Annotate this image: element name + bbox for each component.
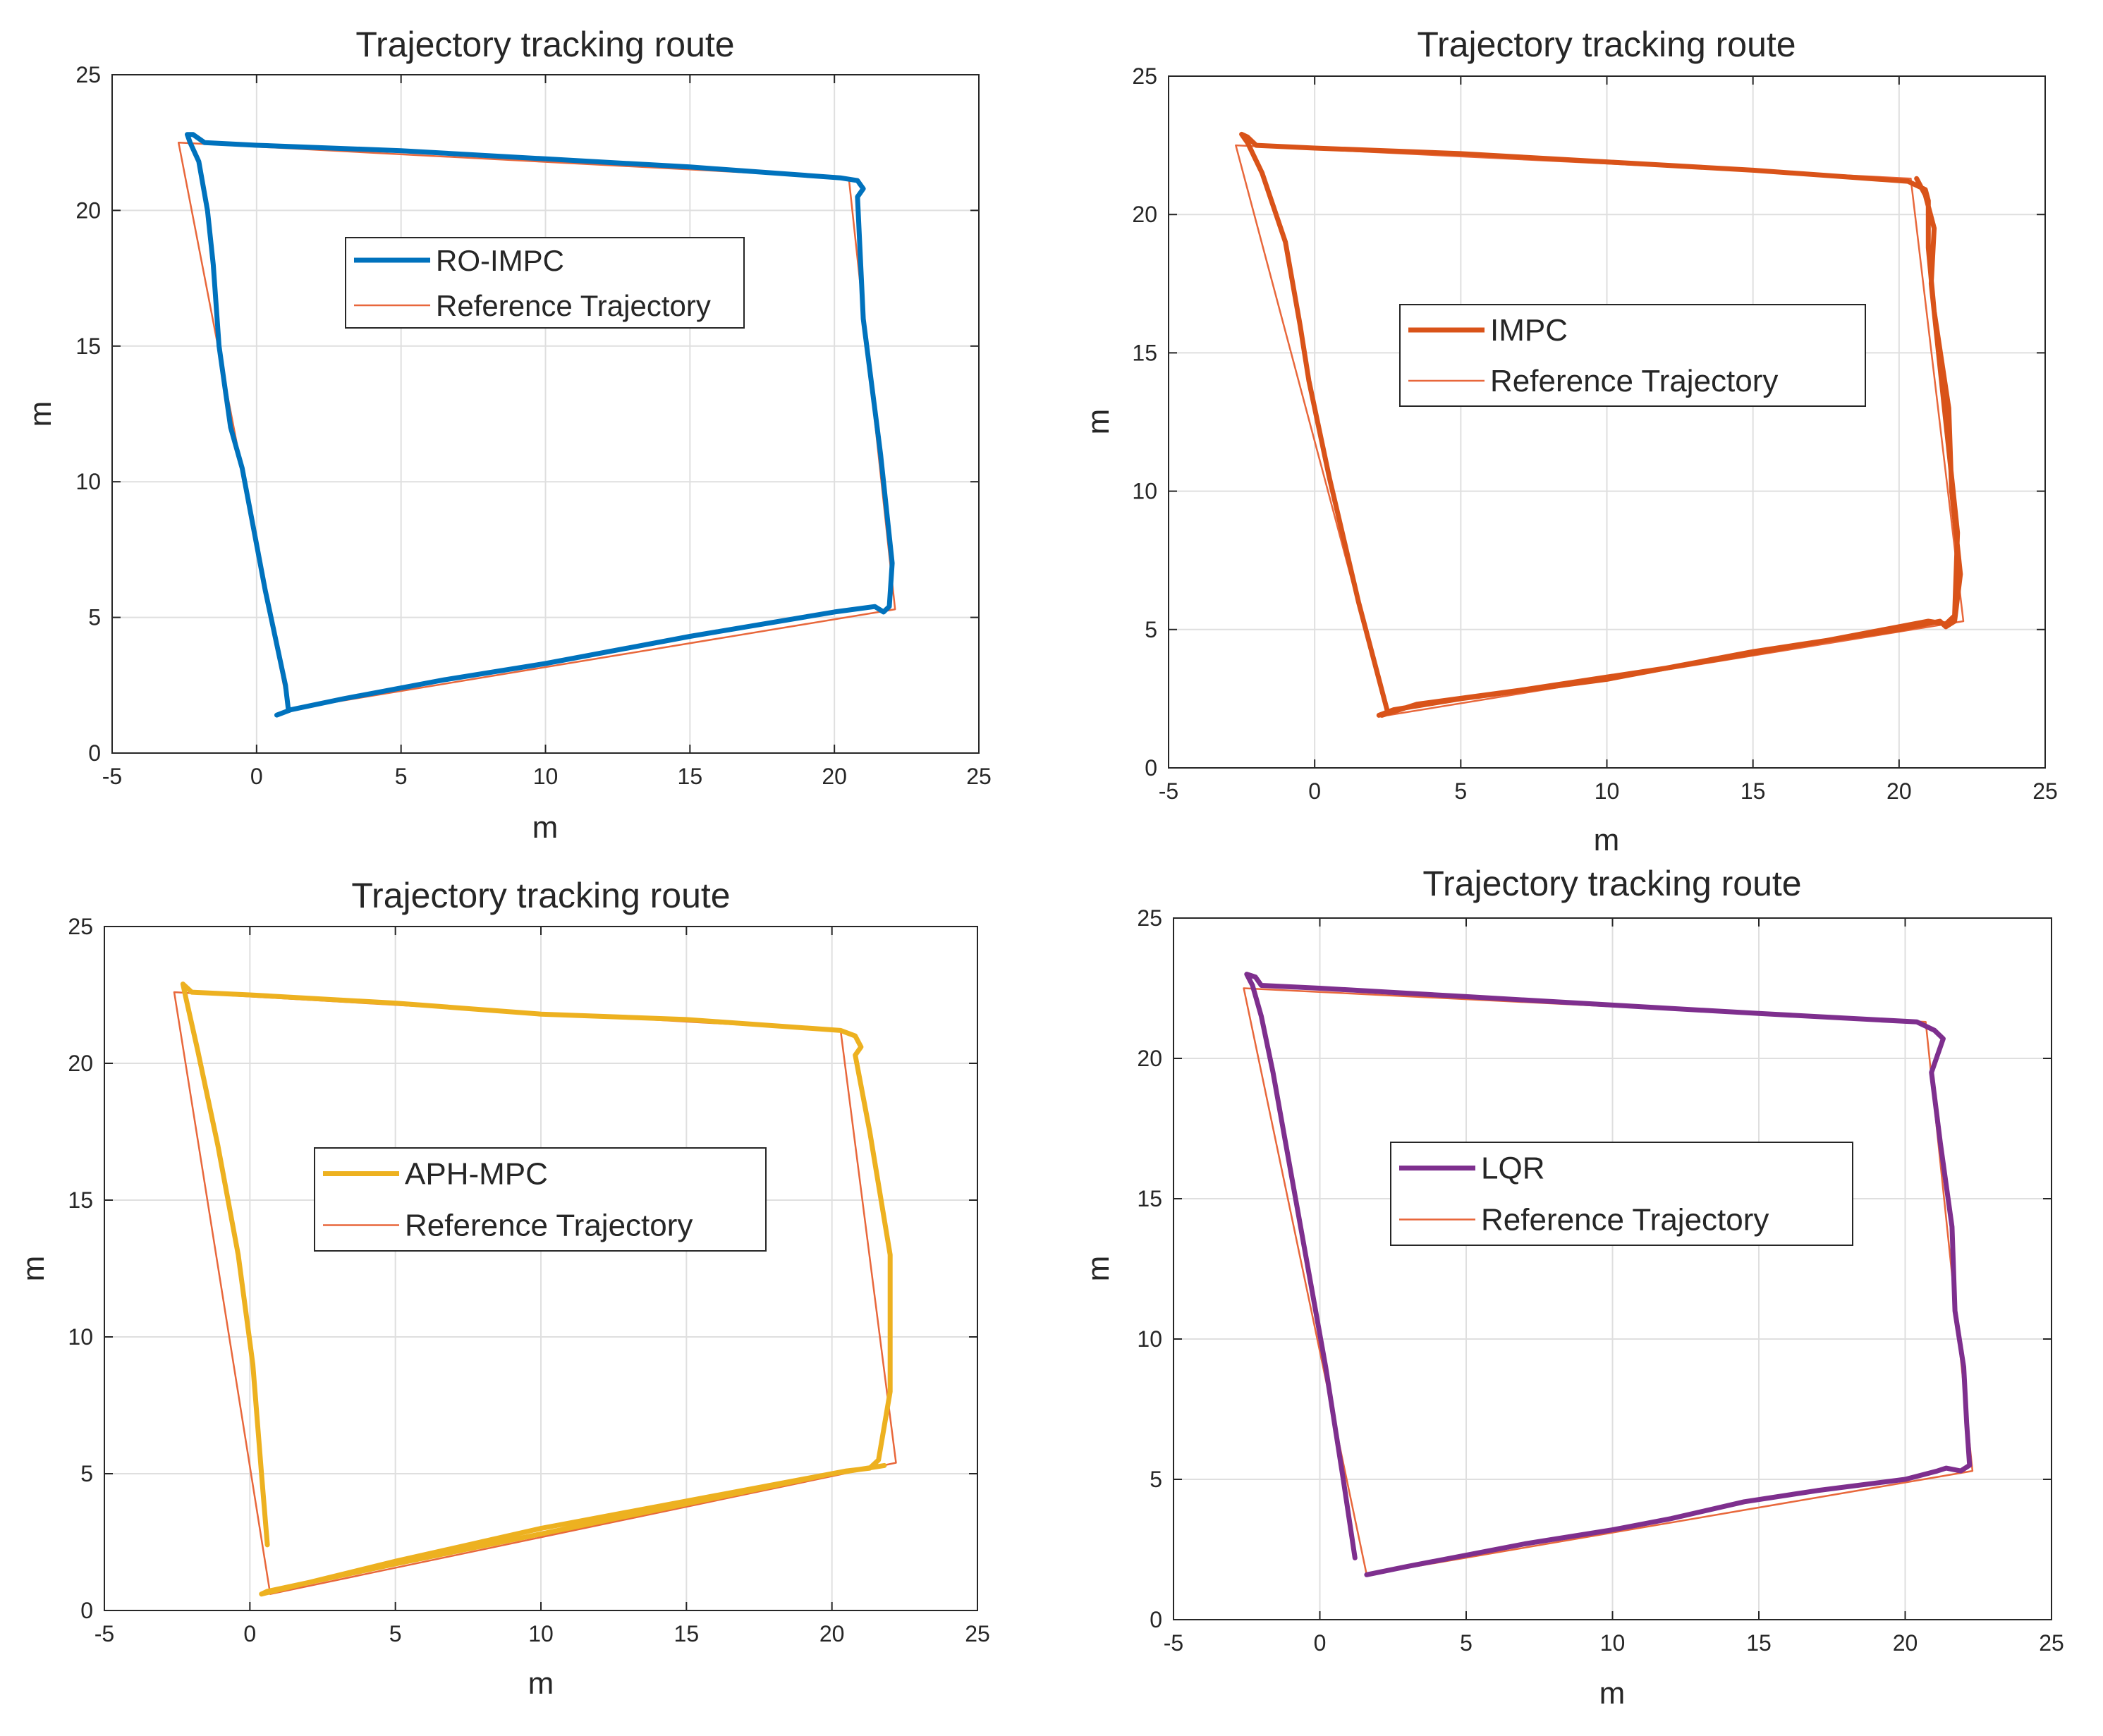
legend-box (1399, 304, 1866, 407)
y-tick-label: 5 (1150, 1467, 1162, 1492)
x-tick-label: 5 (389, 1621, 402, 1646)
y-tick-label: 15 (75, 334, 101, 359)
series-lines (1235, 131, 1965, 718)
x-tick-label: 25 (966, 764, 992, 789)
x-tick-label: 15 (678, 764, 703, 789)
legend-label-ro-impc: RO-IMPC (436, 244, 564, 277)
series-lines (177, 132, 896, 718)
y-axis-label: m (16, 1256, 51, 1282)
x-tick-label: 15 (674, 1621, 700, 1646)
y-tick-label: 20 (68, 1051, 93, 1076)
x-tick-label: 5 (395, 764, 408, 789)
y-tick-label: 20 (75, 197, 101, 223)
legend: IMPC Reference Trajectory (1399, 304, 1866, 407)
x-tick-label: 25 (2032, 778, 2058, 804)
x-tick-label: 20 (819, 1621, 845, 1646)
y-axis-label: m (1081, 1256, 1116, 1282)
legend-box (345, 237, 745, 329)
y-tick-label: 25 (1137, 905, 1162, 931)
y-tick-label: 0 (88, 740, 101, 766)
chart-title: Trajectory tracking route (1422, 864, 1801, 903)
series-lines (173, 982, 897, 1597)
legend-box (314, 1147, 767, 1252)
chart-title: Trajectory tracking route (355, 25, 734, 64)
legend-label-reference-trajectory: Reference Trajectory (405, 1209, 693, 1243)
series-line-ro-impc (185, 132, 895, 718)
x-tick-label: 20 (1886, 778, 1912, 804)
series-line-lqr (1244, 972, 1973, 1577)
legend-label-lqr: LQR (1481, 1151, 1544, 1186)
chart-panel-ro-impc: Trajectory tracking route -5 0 5 10 15 20 2505… (23, 25, 992, 845)
series-lines (1243, 972, 1974, 1577)
x-tick-label: 20 (1893, 1630, 1918, 1656)
x-tick-label: 10 (528, 1621, 554, 1646)
series-line-aph-mpc (180, 982, 893, 1597)
y-tick-label: 0 (80, 1598, 93, 1623)
legend: LQR Reference Trajectory (1390, 1142, 1853, 1246)
legend-label-reference-trajectory: Reference Trajectory (436, 289, 711, 322)
legend-box (1390, 1142, 1853, 1246)
y-tick-label: 15 (1137, 1186, 1162, 1211)
chart-title: Trajectory tracking route (351, 876, 730, 915)
legend: RO-IMPC Reference Trajectory (345, 237, 745, 329)
y-tick-label: 10 (1137, 1326, 1162, 1352)
x-tick-label: 0 (250, 764, 263, 789)
x-tick-label: -5 (102, 764, 122, 789)
legend-label-aph-mpc: APH-MPC (405, 1157, 548, 1192)
x-tick-label: -5 (95, 1621, 114, 1646)
legend: APH-MPC Reference Trajectory (314, 1147, 767, 1252)
x-tick-label: 25 (2039, 1630, 2064, 1656)
x-tick-label: 5 (1460, 1630, 1473, 1656)
x-axis-label: m (1594, 823, 1620, 857)
y-tick-label: 20 (1137, 1046, 1162, 1071)
y-tick-label: 25 (1132, 63, 1157, 89)
chart-panel-aph-mpc: Trajectory tracking route -5 0 5 10 15 20 2505… (16, 876, 990, 1701)
x-tick-label: 5 (1454, 778, 1467, 804)
y-tick-label: 15 (68, 1187, 93, 1213)
x-tick-label: -5 (1164, 1630, 1183, 1656)
x-tick-label: -5 (1159, 778, 1178, 804)
chart-panel-lqr: Trajectory tracking route -5 0 5 10 15 20 2505… (1081, 864, 2064, 1711)
x-tick-label: 10 (533, 764, 559, 789)
y-tick-label: 5 (1145, 617, 1157, 642)
grid-lines (112, 75, 979, 753)
y-tick-label: 10 (1132, 479, 1157, 504)
series-line-reference-trajectory (1243, 987, 1974, 1576)
y-tick-label: 0 (1150, 1607, 1162, 1632)
y-tick-label: 5 (80, 1461, 93, 1486)
legend-label-reference-trajectory: Reference Trajectory (1490, 364, 1778, 398)
chart-title: Trajectory tracking route (1417, 25, 1796, 64)
y-tick-label: 25 (68, 914, 93, 939)
legend-label-reference-trajectory: Reference Trajectory (1481, 1203, 1769, 1237)
x-tick-label: 20 (822, 764, 847, 789)
x-tick-label: 0 (1308, 778, 1321, 804)
x-tick-label: 10 (1595, 778, 1620, 804)
y-tick-label: 15 (1132, 340, 1157, 365)
series-line-impc (1239, 131, 1963, 718)
x-tick-label: 10 (1600, 1630, 1626, 1656)
x-tick-label: 15 (1741, 778, 1766, 804)
y-tick-label: 25 (75, 62, 101, 87)
y-axis-label: m (1081, 409, 1116, 435)
x-tick-label: 15 (1746, 1630, 1772, 1656)
x-axis-label: m (532, 810, 559, 845)
y-tick-label: 10 (75, 469, 101, 494)
y-tick-label: 10 (68, 1324, 93, 1350)
y-tick-label: 0 (1145, 755, 1157, 781)
legend-label-impc: IMPC (1490, 313, 1568, 348)
x-axis-label: m (1599, 1676, 1626, 1711)
x-axis-label: m (528, 1666, 554, 1701)
x-tick-label: 0 (1314, 1630, 1327, 1656)
y-axis-label: m (23, 401, 58, 427)
x-tick-label: 0 (243, 1621, 256, 1646)
chart-panel-impc: Trajectory tracking route -5 0 5 10 15 20 2505… (1081, 25, 2058, 857)
y-tick-label: 5 (88, 605, 101, 630)
y-tick-label: 20 (1132, 202, 1157, 227)
x-tick-label: 25 (965, 1621, 990, 1646)
